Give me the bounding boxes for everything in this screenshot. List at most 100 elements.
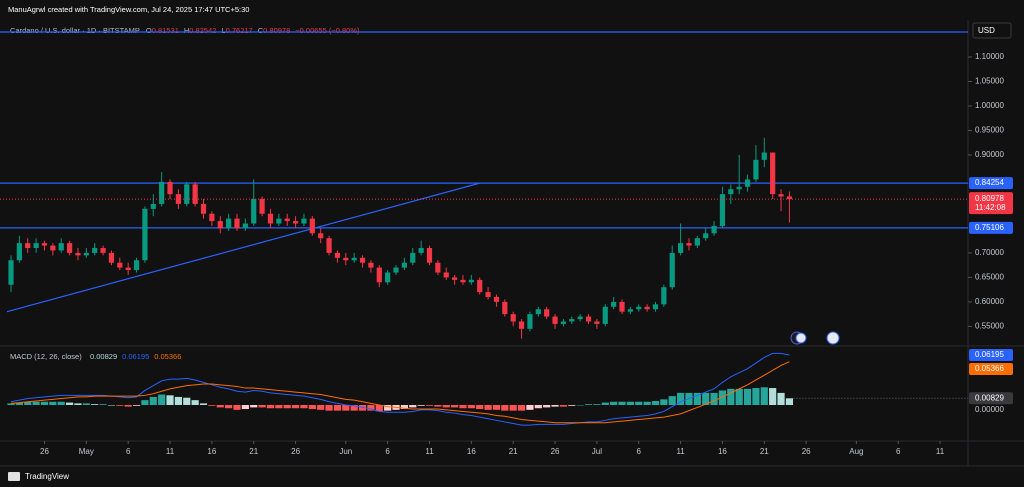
candle-body [251, 199, 257, 224]
histogram-bar [735, 388, 743, 405]
candle-body [485, 292, 491, 297]
histogram-bar [275, 404, 283, 409]
event-icons [790, 331, 840, 345]
candle-body [334, 252, 341, 258]
histogram [7, 387, 794, 412]
candle-body [242, 223, 248, 229]
histogram-bar [459, 404, 467, 409]
brand-logo [8, 472, 20, 481]
candle-body [108, 252, 115, 263]
open-value: 0.81531 [152, 26, 179, 35]
y-tick-label: 1.05000 [975, 77, 1004, 86]
candle-body [8, 260, 14, 285]
histogram-bar [7, 403, 15, 405]
candle-body [636, 306, 642, 310]
candle-body [510, 314, 516, 322]
histogram-bar [727, 388, 735, 405]
y-tick-label: 0.65000 [975, 273, 1004, 282]
histogram-bar [651, 400, 660, 405]
x-tick-label: 21 [760, 447, 769, 456]
x-tick-label: 11 [676, 447, 685, 456]
candle-body [318, 233, 324, 239]
candle-body [778, 194, 784, 197]
histogram-bar [57, 401, 65, 405]
histogram-bar [660, 399, 668, 405]
candle-body [468, 279, 474, 283]
candle-body [418, 248, 424, 253]
histogram-bar [199, 403, 208, 405]
symbol: Cardano / U.S. dollar · 1D · BITSTAMP [10, 26, 140, 35]
footer: TradingView [8, 472, 69, 481]
histogram-bar [760, 387, 768, 405]
histogram-bar [668, 396, 676, 405]
histogram-value: 0.00829 [90, 352, 117, 361]
histogram-bar [300, 404, 308, 409]
candle-body [192, 184, 198, 204]
event-icon[interactable] [826, 331, 840, 345]
candle-body [544, 309, 550, 317]
low-label: L [221, 26, 225, 35]
candle-body [159, 181, 165, 204]
attribution: ManuAgrwl created with TradingView.com, … [8, 5, 249, 14]
candle-body [359, 257, 366, 263]
y-tick-label: 0.60000 [975, 297, 1004, 306]
candle-body [761, 152, 767, 160]
histogram-bar [442, 404, 450, 408]
histogram-bar [183, 397, 191, 405]
candle-body [267, 213, 274, 224]
x-tick-label: 6 [385, 447, 390, 456]
value-marker-label: 0.05366 [975, 364, 1004, 373]
last-price-marker [969, 192, 1013, 215]
histogram-bar [702, 392, 710, 405]
last-price-label: 0.80978 [975, 194, 1004, 203]
histogram-bar [174, 396, 182, 405]
histogram-bar [124, 404, 132, 407]
candle-body [602, 306, 608, 324]
indicator-line [10, 352, 790, 426]
candle-body [234, 218, 240, 229]
candle-body [452, 277, 458, 280]
y-tick-label: 0.55000 [975, 321, 1004, 330]
low-value: 0.76217 [226, 26, 253, 35]
histogram-bar [384, 404, 392, 411]
candle-body [301, 218, 307, 224]
candle-body [410, 252, 416, 263]
histogram-bar [551, 404, 559, 407]
candle-body [133, 260, 140, 271]
candle-body [41, 243, 48, 246]
event-icon[interactable] [795, 332, 807, 344]
histogram-bar [601, 402, 609, 405]
histogram-bar [317, 404, 325, 410]
x-tick-label: Aug [849, 447, 863, 456]
histogram-bar [635, 401, 643, 405]
candle-body [209, 213, 215, 222]
histogram-bar [610, 401, 618, 405]
candle-body [644, 306, 650, 310]
histogram-bar [15, 402, 23, 405]
histogram-bar [291, 404, 300, 409]
histogram-bar [216, 404, 224, 408]
open-label: O [146, 26, 152, 35]
price-marker-label: 0.75106 [975, 223, 1004, 232]
candle-body [292, 221, 299, 224]
currency[interactable]: USD [978, 26, 995, 35]
candle-body [401, 262, 407, 268]
histogram-bar [250, 404, 258, 408]
candle-body [259, 199, 265, 214]
high-value: 0.82542 [189, 26, 216, 35]
histogram-bar [593, 404, 601, 405]
histogram-bar [785, 398, 794, 405]
histogram-bar [425, 404, 434, 406]
candle-body [326, 238, 332, 253]
histogram-bar [710, 392, 718, 405]
candle-body [16, 243, 22, 261]
candle-body [527, 314, 533, 329]
histogram-bar [166, 395, 174, 405]
candle-body [217, 221, 223, 229]
histogram-bar [82, 403, 90, 405]
histogram-bar [451, 404, 459, 408]
candle-body [83, 252, 89, 256]
candle-body [619, 301, 625, 312]
currency-button[interactable] [972, 22, 1012, 39]
